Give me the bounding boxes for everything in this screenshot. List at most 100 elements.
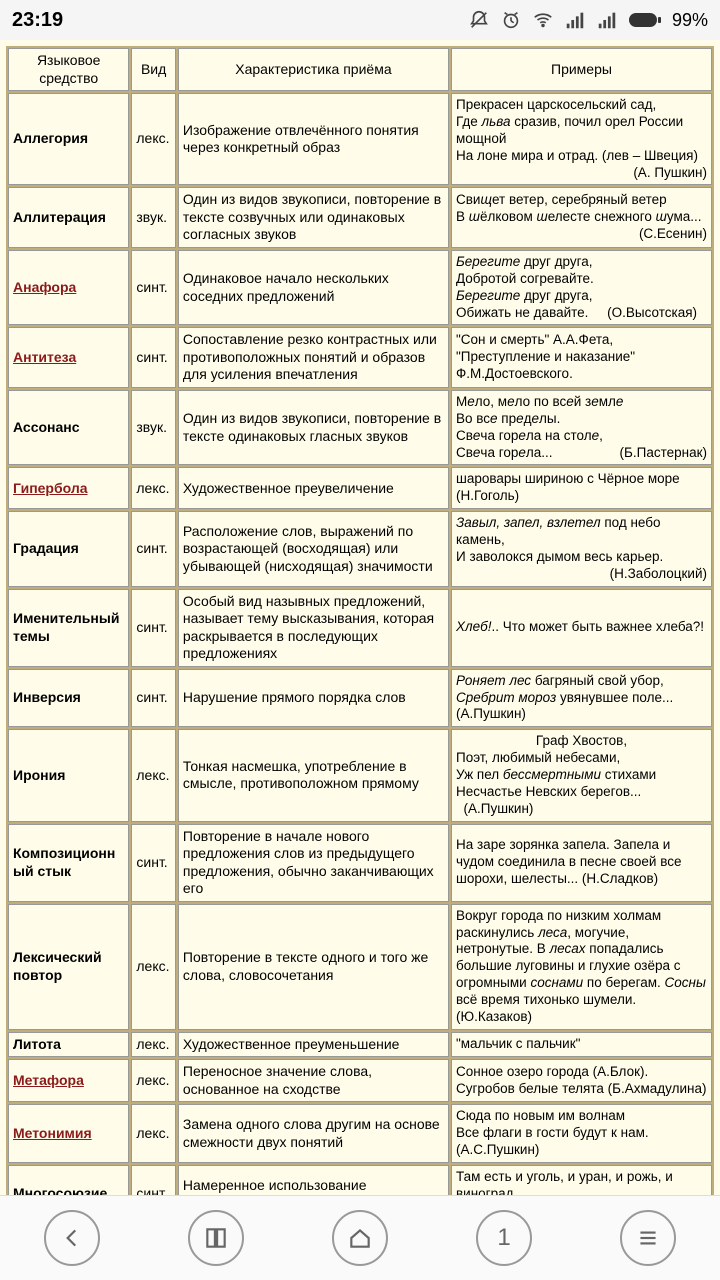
desc-cell: Расположение слов, выражений по возраста… bbox=[178, 511, 449, 587]
term-link[interactable]: Метафора bbox=[13, 1072, 84, 1088]
term-cell: Литота bbox=[8, 1032, 129, 1058]
desc-cell: Замена одного слова другим на основе сме… bbox=[178, 1104, 449, 1163]
type-cell: звук. bbox=[131, 187, 176, 248]
table-row: Антитеза синт.Сопоставление резко контрас… bbox=[8, 327, 712, 388]
desc-cell: Особый вид назывных предложений, называе… bbox=[178, 589, 449, 667]
table-row: Градациясинт.Расположение слов, выражени… bbox=[8, 511, 712, 587]
type-cell: лекс. bbox=[131, 1104, 176, 1163]
table-row: Ассонансзвук.Один из видов звукописи, по… bbox=[8, 390, 712, 466]
header-desc: Характеристика приёма bbox=[178, 48, 449, 91]
desc-cell: Повторение в начале нового предложения с… bbox=[178, 824, 449, 902]
desc-cell: Повторение в тексте одного и того же сло… bbox=[178, 904, 449, 1030]
table-row: Композиционный стыксинт.Повторение в нач… bbox=[8, 824, 712, 902]
table-row: Гиперболалекс.Художественное преувеличен… bbox=[8, 467, 712, 509]
term-cell[interactable]: Анафора bbox=[8, 250, 129, 326]
header-example: Примеры bbox=[451, 48, 712, 91]
nav-toc-button[interactable] bbox=[188, 1210, 244, 1266]
table-row: Инверсиясинт.Нарушение прямого порядка с… bbox=[8, 669, 712, 728]
term-cell: Лексический повтор bbox=[8, 904, 129, 1030]
nav-page-number: 1 bbox=[497, 1224, 510, 1252]
table-row: Многосоюзиесинт.Намеренное использование… bbox=[8, 1165, 712, 1195]
type-cell: лекс. bbox=[131, 1059, 176, 1102]
term-cell: Композиционный стык bbox=[8, 824, 129, 902]
example-cell: "Сон и смерть" А.А.Фета, "Преступление и… bbox=[451, 327, 712, 388]
example-cell: Граф Хвостов,Поэт, любимый небесами,Уж п… bbox=[451, 729, 712, 821]
example-cell: Берегите друг друга,Добротой согревайте.… bbox=[451, 250, 712, 326]
term-cell[interactable]: Метонимия bbox=[8, 1104, 129, 1163]
status-time: 23:19 bbox=[12, 9, 63, 32]
desc-cell: Тонкая насмешка, употребление в смысле, … bbox=[178, 729, 449, 821]
desc-cell: Один из видов звукописи, повторение в те… bbox=[178, 187, 449, 248]
type-cell: синт. bbox=[131, 589, 176, 667]
example-cell: Свищет ветер, серебряный ветерВ шёлковом… bbox=[451, 187, 712, 248]
type-cell: синт. bbox=[131, 669, 176, 728]
battery-icon bbox=[628, 12, 662, 28]
term-cell: Градация bbox=[8, 511, 129, 587]
content-area[interactable]: Языковое средство Вид Характеристика при… bbox=[0, 40, 720, 1195]
table-row: Ирониялекс.Тонкая насмешка, употребление… bbox=[8, 729, 712, 821]
table-row: Анафорасинт.Одинаковое начало нескольких… bbox=[8, 250, 712, 326]
desc-cell: Переносное значение слова, основанное на… bbox=[178, 1059, 449, 1102]
example-cell: Прекрасен царскосельский сад,Где льва ср… bbox=[451, 93, 712, 185]
term-link[interactable]: Анафора bbox=[13, 279, 76, 295]
nav-page-button[interactable]: 1 bbox=[476, 1210, 532, 1266]
desc-cell: Нарушение прямого порядка слов bbox=[178, 669, 449, 728]
term-cell: Инверсия bbox=[8, 669, 129, 728]
nav-home-button[interactable] bbox=[332, 1210, 388, 1266]
nav-menu-button[interactable] bbox=[620, 1210, 676, 1266]
example-cell: На заре зорянка запела. Запела и чудом с… bbox=[451, 824, 712, 902]
wifi-icon bbox=[532, 9, 554, 31]
type-cell: синт. bbox=[131, 1165, 176, 1195]
desc-cell: Художественное преуменьшение bbox=[178, 1032, 449, 1058]
term-cell: Ассонанс bbox=[8, 390, 129, 466]
type-cell: синт. bbox=[131, 327, 176, 388]
type-cell: звук. bbox=[131, 390, 176, 466]
example-cell: Сюда по новым им волнамВсе флаги в гости… bbox=[451, 1104, 712, 1163]
mute-icon bbox=[468, 9, 490, 31]
term-cell[interactable]: Антитеза bbox=[8, 327, 129, 388]
table-row: Метонимия лекс.Замена одного слова другим… bbox=[8, 1104, 712, 1163]
example-cell: Мело, мело по всей землеВо все пределы.С… bbox=[451, 390, 712, 466]
term-cell: Аллитерация bbox=[8, 187, 129, 248]
term-link[interactable]: Антитеза bbox=[13, 349, 76, 365]
example-cell: Завыл, запел, взлетел под небо камень,И … bbox=[451, 511, 712, 587]
literary-devices-table: Языковое средство Вид Характеристика при… bbox=[6, 46, 714, 1195]
term-cell: Многосоюзие bbox=[8, 1165, 129, 1195]
desc-cell: Один из видов звукописи, повторение в те… bbox=[178, 390, 449, 466]
desc-cell: Намеренное использование повторяющегося … bbox=[178, 1165, 449, 1195]
term-cell: Ирония bbox=[8, 729, 129, 821]
example-cell: Роняет лес багряный свой убор,Сребрит мо… bbox=[451, 669, 712, 728]
nav-back-button[interactable] bbox=[44, 1210, 100, 1266]
example-cell: шаровары шириною с Чёрное море (Н.Гоголь… bbox=[451, 467, 712, 509]
example-cell: Сонное озеро города (А.Блок). Сугробов б… bbox=[451, 1059, 712, 1102]
example-cell: Хлеб!.. Что может быть важнее хлеба?! bbox=[451, 589, 712, 667]
table-row: Литоталекс.Художественное преуменьшение"… bbox=[8, 1032, 712, 1058]
type-cell: лекс. bbox=[131, 93, 176, 185]
table-row: Аллитерациязвук.Один из видов звукописи,… bbox=[8, 187, 712, 248]
desc-cell: Изображение отвлечённого понятия через к… bbox=[178, 93, 449, 185]
header-term: Языковое средство bbox=[8, 48, 129, 91]
table-row: Лексический повторлекс.Повторение в текс… bbox=[8, 904, 712, 1030]
table-row: Именительный темысинт.Особый вид назывны… bbox=[8, 589, 712, 667]
term-cell: Аллегория bbox=[8, 93, 129, 185]
term-link[interactable]: Гипербола bbox=[13, 480, 88, 496]
signal-icon-2 bbox=[596, 9, 618, 31]
nav-bar: 1 bbox=[0, 1195, 720, 1280]
type-cell: синт. bbox=[131, 250, 176, 326]
status-icons: 99% bbox=[468, 9, 708, 31]
type-cell: лекс. bbox=[131, 904, 176, 1030]
term-cell[interactable]: Метафора bbox=[8, 1059, 129, 1102]
example-cell: Там есть и уголь, и уран, и рожь, и вино… bbox=[451, 1165, 712, 1195]
type-cell: лекс. bbox=[131, 729, 176, 821]
status-bar: 23:19 99% bbox=[0, 0, 720, 40]
table-row: Метафора лекс.Переносное значение слова, … bbox=[8, 1059, 712, 1102]
term-link[interactable]: Метонимия bbox=[13, 1125, 92, 1141]
type-cell: лекс. bbox=[131, 1032, 176, 1058]
example-cell: "мальчик с пальчик" bbox=[451, 1032, 712, 1058]
header-type: Вид bbox=[131, 48, 176, 91]
term-cell[interactable]: Гипербола bbox=[8, 467, 129, 509]
table-header-row: Языковое средство Вид Характеристика при… bbox=[8, 48, 712, 91]
example-cell: Вокруг города по низким холмам раскинули… bbox=[451, 904, 712, 1030]
desc-cell: Сопоставление резко контрастных или прот… bbox=[178, 327, 449, 388]
table-row: Аллегориялекс.Изображение отвлечённого п… bbox=[8, 93, 712, 185]
